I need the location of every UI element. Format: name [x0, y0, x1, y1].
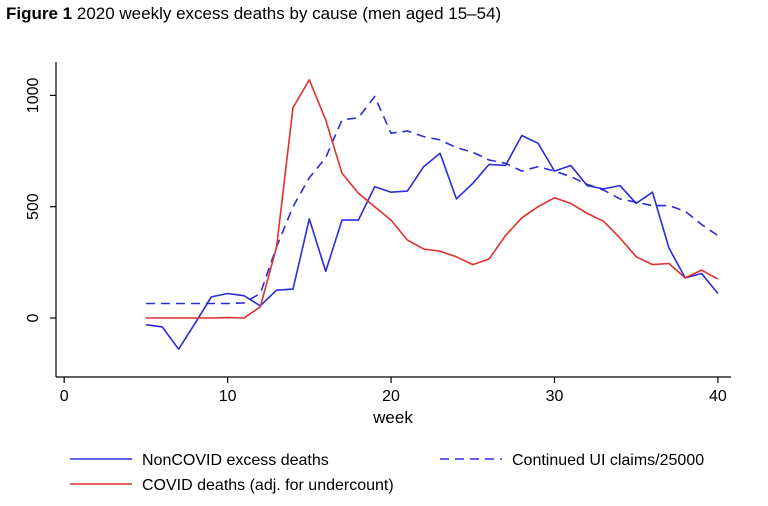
series-line-covid-deaths-adj-for-undercount — [145, 79, 719, 319]
x-axis-title: week — [372, 408, 413, 427]
legend-label: Continued UI claims/25000 — [512, 452, 704, 469]
series-line-continued-ui-claims-25000 — [145, 95, 719, 305]
legend-item-noncovid-excess-deaths: NonCOVID excess deaths — [70, 452, 329, 469]
legend-item-covid-deaths-adj-for-undercount: COVID deaths (adj. for undercount) — [70, 477, 394, 494]
figure-number: Figure 1 — [6, 4, 73, 23]
y-tick-label: 1000 — [25, 77, 42, 113]
figure-title: Figure 1 2020 weekly excess deaths by ca… — [6, 4, 501, 24]
figure-title-text: 2020 weekly excess deaths by cause (men … — [76, 4, 502, 23]
axes — [55, 62, 731, 378]
legend-item-continued-ui-claims-25000: Continued UI claims/25000 — [440, 452, 704, 469]
y-tick-label: 0 — [25, 313, 42, 322]
legend: NonCOVID excess deaths Continued UI claim… — [70, 452, 704, 494]
x-tick-label: 10 — [219, 388, 237, 405]
x-tick-label: 20 — [382, 388, 400, 405]
x-tick-label: 0 — [60, 388, 69, 405]
y-ticks: 0 500 1000 — [25, 77, 56, 322]
x-tick-label: 40 — [709, 388, 727, 405]
x-tick-label: 30 — [546, 388, 564, 405]
legend-label: NonCOVID excess deaths — [142, 452, 329, 469]
y-tick-label: 500 — [25, 193, 42, 220]
legend-label: COVID deaths (adj. for undercount) — [142, 477, 394, 494]
x-ticks: 0 10 20 30 40 — [60, 377, 727, 405]
series-line-noncovid-excess-deaths — [145, 134, 719, 351]
series-layer — [145, 79, 719, 351]
